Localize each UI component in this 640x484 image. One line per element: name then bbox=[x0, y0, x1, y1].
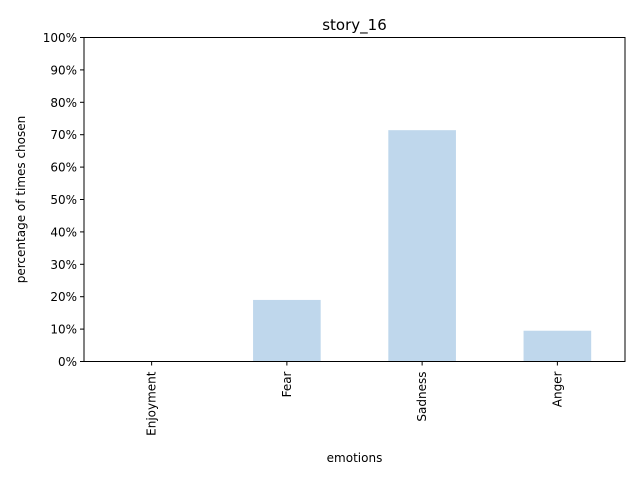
y-tick-label: 70% bbox=[50, 128, 77, 142]
y-tick-label: 90% bbox=[50, 63, 77, 77]
y-axis-label: percentage of times chosen bbox=[14, 116, 28, 283]
plot-frame bbox=[83, 37, 626, 362]
y-tick-label: 20% bbox=[50, 290, 77, 304]
y-tick-label: 0% bbox=[58, 355, 77, 369]
y-tick-label: 10% bbox=[50, 323, 77, 337]
x-tick-label: Fear bbox=[280, 371, 294, 397]
y-tick-label: 80% bbox=[50, 96, 77, 110]
bars-layer bbox=[253, 130, 592, 362]
y-tick-label: 60% bbox=[50, 161, 77, 175]
y-tick-label: 50% bbox=[50, 193, 77, 207]
y-tick-label: 30% bbox=[50, 258, 77, 272]
x-tick-label: Sadness bbox=[415, 372, 429, 422]
bar-fear bbox=[253, 299, 321, 362]
y-tick-label: 100% bbox=[43, 31, 77, 45]
x-axis: Enjoyment Fear Sadness Anger bbox=[145, 361, 564, 436]
y-axis: 0% 10% 20% 30% 40% 50% 60% 70% 80% 90% 100% bbox=[43, 31, 84, 369]
bar-sadness bbox=[388, 130, 456, 362]
x-tick-label: Anger bbox=[550, 371, 564, 407]
x-axis-label: emotions bbox=[327, 451, 383, 465]
x-tick-label: Enjoyment bbox=[145, 371, 159, 436]
y-tick-label: 40% bbox=[50, 225, 77, 239]
bar-anger bbox=[523, 330, 592, 362]
chart-title: story_16 bbox=[322, 16, 387, 35]
